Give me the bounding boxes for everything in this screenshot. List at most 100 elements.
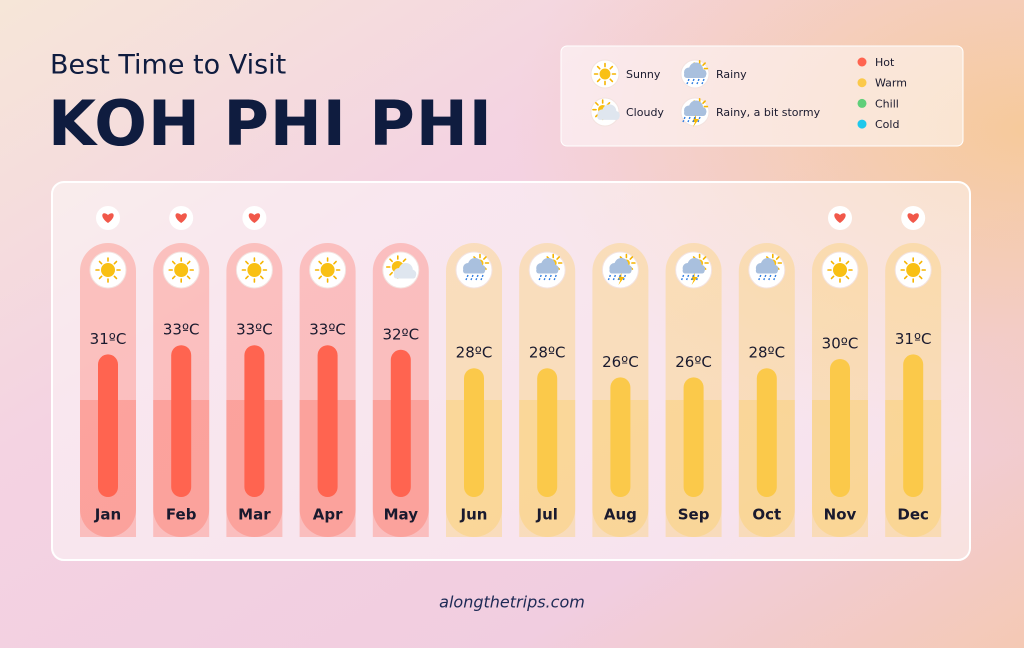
- cloud: [684, 110, 706, 116]
- sun: [174, 263, 189, 277]
- rain-drop: [617, 274, 622, 281]
- sun-ray: [389, 258, 393, 263]
- cloud: [684, 72, 706, 78]
- x-tick-label: Nov: [824, 506, 857, 524]
- x-tick-label: May: [384, 506, 419, 524]
- legend-label: Rainy: [716, 68, 747, 81]
- sun-ray: [556, 256, 561, 260]
- bar: [244, 345, 265, 497]
- sun-ray: [830, 260, 835, 265]
- x-tick-label: Aug: [604, 506, 637, 524]
- bar: [171, 345, 192, 497]
- rain-drop: [475, 274, 479, 281]
- weather-icon: [680, 97, 710, 127]
- weather-icon: [235, 251, 273, 289]
- rain-drop: [763, 274, 767, 281]
- sun-ray: [171, 275, 176, 280]
- legend-swatch: [857, 78, 867, 88]
- heart: [907, 213, 919, 223]
- weather-icon: [821, 251, 859, 289]
- sun-ray: [318, 260, 323, 265]
- sun-ray: [259, 260, 264, 265]
- sun-ray: [918, 275, 923, 280]
- sun-ray: [402, 258, 407, 263]
- legend-label: Sunny: [626, 68, 661, 81]
- x-tick-label: Dec: [897, 506, 929, 524]
- sun-ray: [702, 256, 707, 260]
- rain-drop: [695, 274, 700, 281]
- sun: [599, 68, 611, 80]
- heart: [102, 213, 114, 223]
- x-tick-label: Jan: [94, 506, 121, 524]
- weather-icon: [680, 59, 710, 89]
- cloud: [755, 268, 778, 274]
- rain-drop: [691, 78, 695, 85]
- sun-ray: [609, 65, 614, 70]
- bar: [610, 377, 631, 497]
- sun-ray: [845, 275, 850, 280]
- sun-ray: [318, 275, 323, 280]
- cloud: [609, 268, 632, 274]
- sun-ray: [903, 275, 908, 280]
- weather-icon: [382, 251, 420, 289]
- rain-drop: [607, 274, 612, 281]
- value-label: 30ºC: [822, 335, 859, 353]
- value-label: 33ºC: [309, 321, 346, 339]
- legend-label: Cold: [875, 118, 899, 131]
- footer: alongthetrips.com: [439, 593, 585, 612]
- cloud: [393, 273, 416, 279]
- sun-ray: [845, 260, 850, 265]
- heart: [248, 213, 261, 223]
- sun: [320, 263, 335, 277]
- subtitle: Best Time to Visit: [50, 50, 286, 81]
- x-tick-label: Jun: [460, 506, 488, 524]
- bar: [390, 349, 411, 497]
- value-label: 26ºC: [675, 353, 712, 371]
- rain-drop: [548, 274, 552, 281]
- rain-drop: [692, 116, 696, 123]
- x-tick-label: Jul: [535, 506, 557, 524]
- bar: [317, 345, 338, 497]
- rain-drop: [543, 274, 547, 281]
- rain-drop: [697, 116, 701, 123]
- sun-ray: [186, 260, 191, 265]
- legend-label: Rainy, a bit stormy: [716, 106, 821, 119]
- sun-ray: [830, 275, 835, 280]
- sun-ray: [596, 65, 601, 70]
- value-label: 31ºC: [895, 330, 932, 348]
- rain-drop: [470, 274, 474, 281]
- value-label: 33ºC: [163, 321, 200, 339]
- sun-ray: [333, 260, 337, 265]
- cloud: [682, 268, 705, 274]
- weather-icon: [601, 251, 639, 289]
- rain-drop: [701, 78, 705, 85]
- bar: [830, 359, 850, 497]
- cloud: [536, 268, 559, 274]
- chart-panel: [51, 181, 971, 561]
- rain-drop: [553, 274, 557, 281]
- legend-label: Warm: [875, 77, 907, 90]
- bar: [464, 368, 484, 497]
- rain-drop: [696, 78, 700, 85]
- sun-ray: [259, 275, 264, 280]
- legend-swatch: [857, 57, 867, 67]
- weather-icon: [894, 251, 932, 289]
- value-label: 28ºC: [748, 344, 785, 362]
- value-label: 32ºC: [382, 325, 419, 343]
- sun-ray: [389, 271, 393, 276]
- sun-ray: [98, 260, 103, 265]
- value-label: 33ºC: [236, 321, 273, 339]
- x-tick-label: Feb: [166, 506, 197, 524]
- sun-ray: [903, 260, 908, 265]
- value-label: 28ºC: [529, 344, 566, 362]
- rain-drop: [685, 274, 690, 281]
- x-tick-label: Apr: [313, 506, 343, 524]
- legend-swatch: [857, 98, 867, 108]
- lightning: [690, 273, 698, 285]
- value-label: 28ºC: [456, 344, 493, 362]
- rain-drop: [682, 116, 686, 123]
- rain-drop: [690, 274, 695, 281]
- sun-ray: [702, 62, 706, 67]
- bar: [537, 368, 558, 497]
